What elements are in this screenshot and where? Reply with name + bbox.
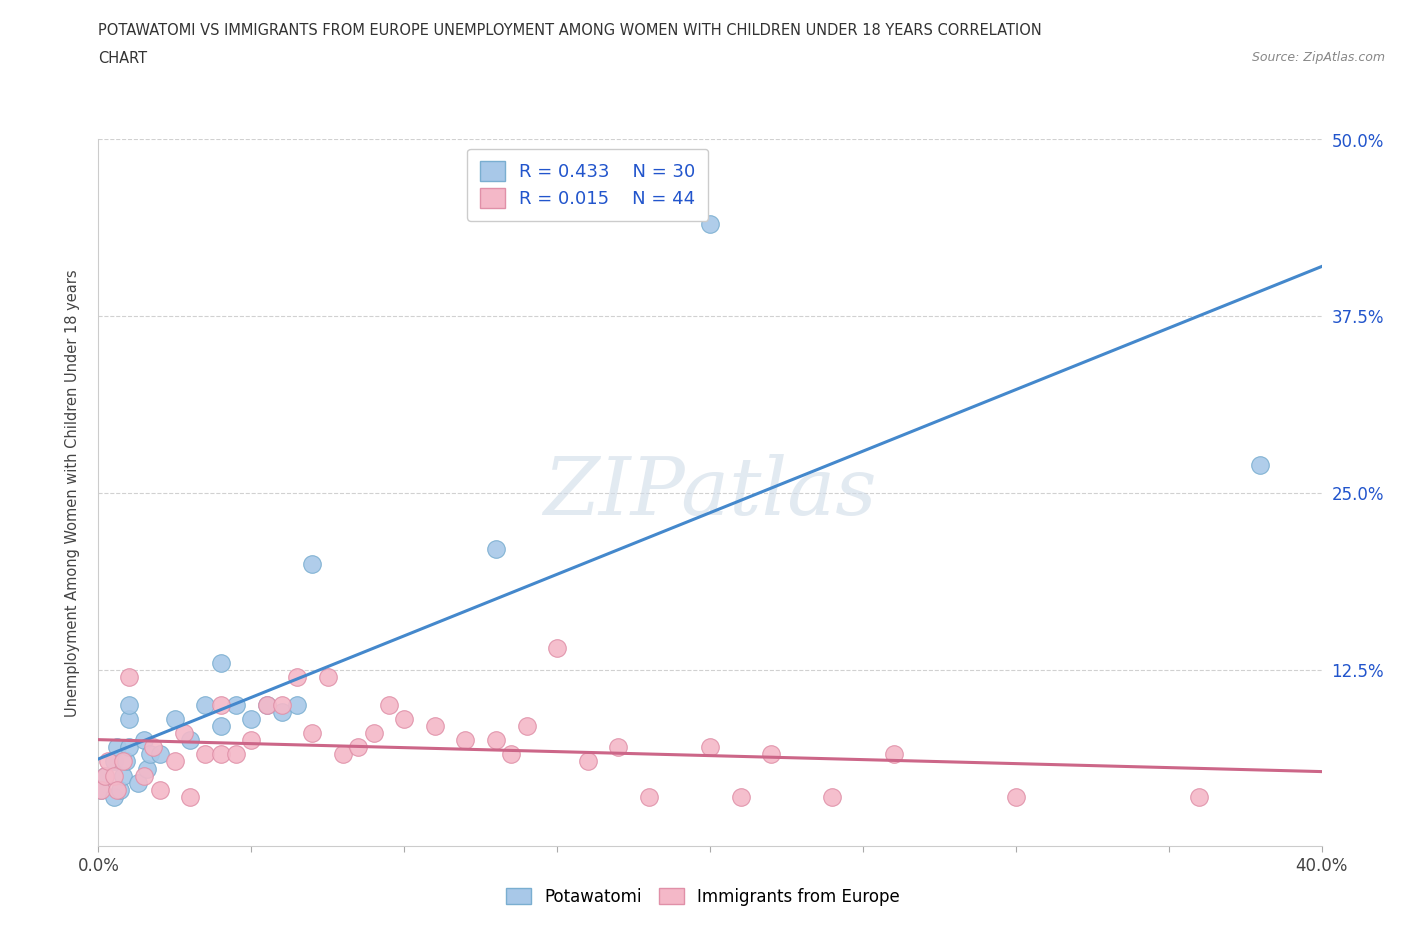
Point xyxy=(256,698,278,712)
Point xyxy=(501,747,523,762)
Point xyxy=(378,698,401,712)
Point xyxy=(301,556,323,571)
Point xyxy=(149,782,172,797)
Point xyxy=(516,719,538,734)
Point xyxy=(607,740,630,755)
Point xyxy=(1004,790,1026,804)
Legend: Potawatomi, Immigrants from Europe: Potawatomi, Immigrants from Europe xyxy=(499,881,907,912)
Point xyxy=(285,698,308,712)
Point xyxy=(90,782,112,797)
Point xyxy=(173,725,195,740)
Point xyxy=(699,217,721,232)
Point xyxy=(105,740,128,755)
Point xyxy=(149,747,172,762)
Point xyxy=(139,747,162,762)
Point xyxy=(485,542,508,557)
Point xyxy=(127,776,149,790)
Point xyxy=(1249,458,1271,472)
Point xyxy=(730,790,752,804)
Point xyxy=(194,698,217,712)
Point xyxy=(1188,790,1211,804)
Point xyxy=(546,641,568,656)
Legend: R = 0.433    N = 30, R = 0.015    N = 44: R = 0.433 N = 30, R = 0.015 N = 44 xyxy=(467,149,709,220)
Point xyxy=(115,754,138,769)
Point xyxy=(111,768,134,783)
Point xyxy=(699,740,721,755)
Point xyxy=(363,725,385,740)
Point xyxy=(93,768,115,783)
Point xyxy=(285,670,308,684)
Point xyxy=(423,719,446,734)
Text: ZIPatlas: ZIPatlas xyxy=(543,454,877,532)
Point xyxy=(209,698,232,712)
Point xyxy=(134,768,156,783)
Point xyxy=(485,733,508,748)
Point xyxy=(90,782,112,797)
Point xyxy=(163,754,186,769)
Point xyxy=(118,670,141,684)
Text: CHART: CHART xyxy=(98,51,148,66)
Y-axis label: Unemployment Among Women with Children Under 18 years: Unemployment Among Women with Children U… xyxy=(65,269,80,717)
Point xyxy=(111,754,134,769)
Point xyxy=(316,670,339,684)
Point xyxy=(103,754,125,769)
Point xyxy=(392,711,416,726)
Point xyxy=(347,740,370,755)
Point xyxy=(332,747,354,762)
Point xyxy=(225,747,247,762)
Point xyxy=(209,719,232,734)
Point xyxy=(256,698,278,712)
Point xyxy=(93,768,115,783)
Point xyxy=(179,733,201,748)
Text: Source: ZipAtlas.com: Source: ZipAtlas.com xyxy=(1251,51,1385,64)
Point xyxy=(118,740,141,755)
Point xyxy=(301,725,323,740)
Point xyxy=(105,782,128,797)
Point xyxy=(240,733,263,748)
Point xyxy=(270,705,292,720)
Point xyxy=(108,782,131,797)
Point xyxy=(209,747,232,762)
Point xyxy=(225,698,247,712)
Point xyxy=(209,655,232,670)
Point xyxy=(118,698,141,712)
Point xyxy=(821,790,844,804)
Point xyxy=(883,747,905,762)
Point xyxy=(759,747,782,762)
Point xyxy=(118,711,141,726)
Point xyxy=(136,761,159,776)
Point xyxy=(194,747,217,762)
Point xyxy=(97,754,120,769)
Point xyxy=(454,733,477,748)
Point xyxy=(240,711,263,726)
Point xyxy=(134,733,156,748)
Point xyxy=(576,754,599,769)
Point xyxy=(637,790,661,804)
Point xyxy=(179,790,201,804)
Point xyxy=(270,698,292,712)
Point xyxy=(103,768,125,783)
Point xyxy=(142,740,165,755)
Point xyxy=(163,711,186,726)
Point xyxy=(103,790,125,804)
Text: POTAWATOMI VS IMMIGRANTS FROM EUROPE UNEMPLOYMENT AMONG WOMEN WITH CHILDREN UNDE: POTAWATOMI VS IMMIGRANTS FROM EUROPE UNE… xyxy=(98,23,1042,38)
